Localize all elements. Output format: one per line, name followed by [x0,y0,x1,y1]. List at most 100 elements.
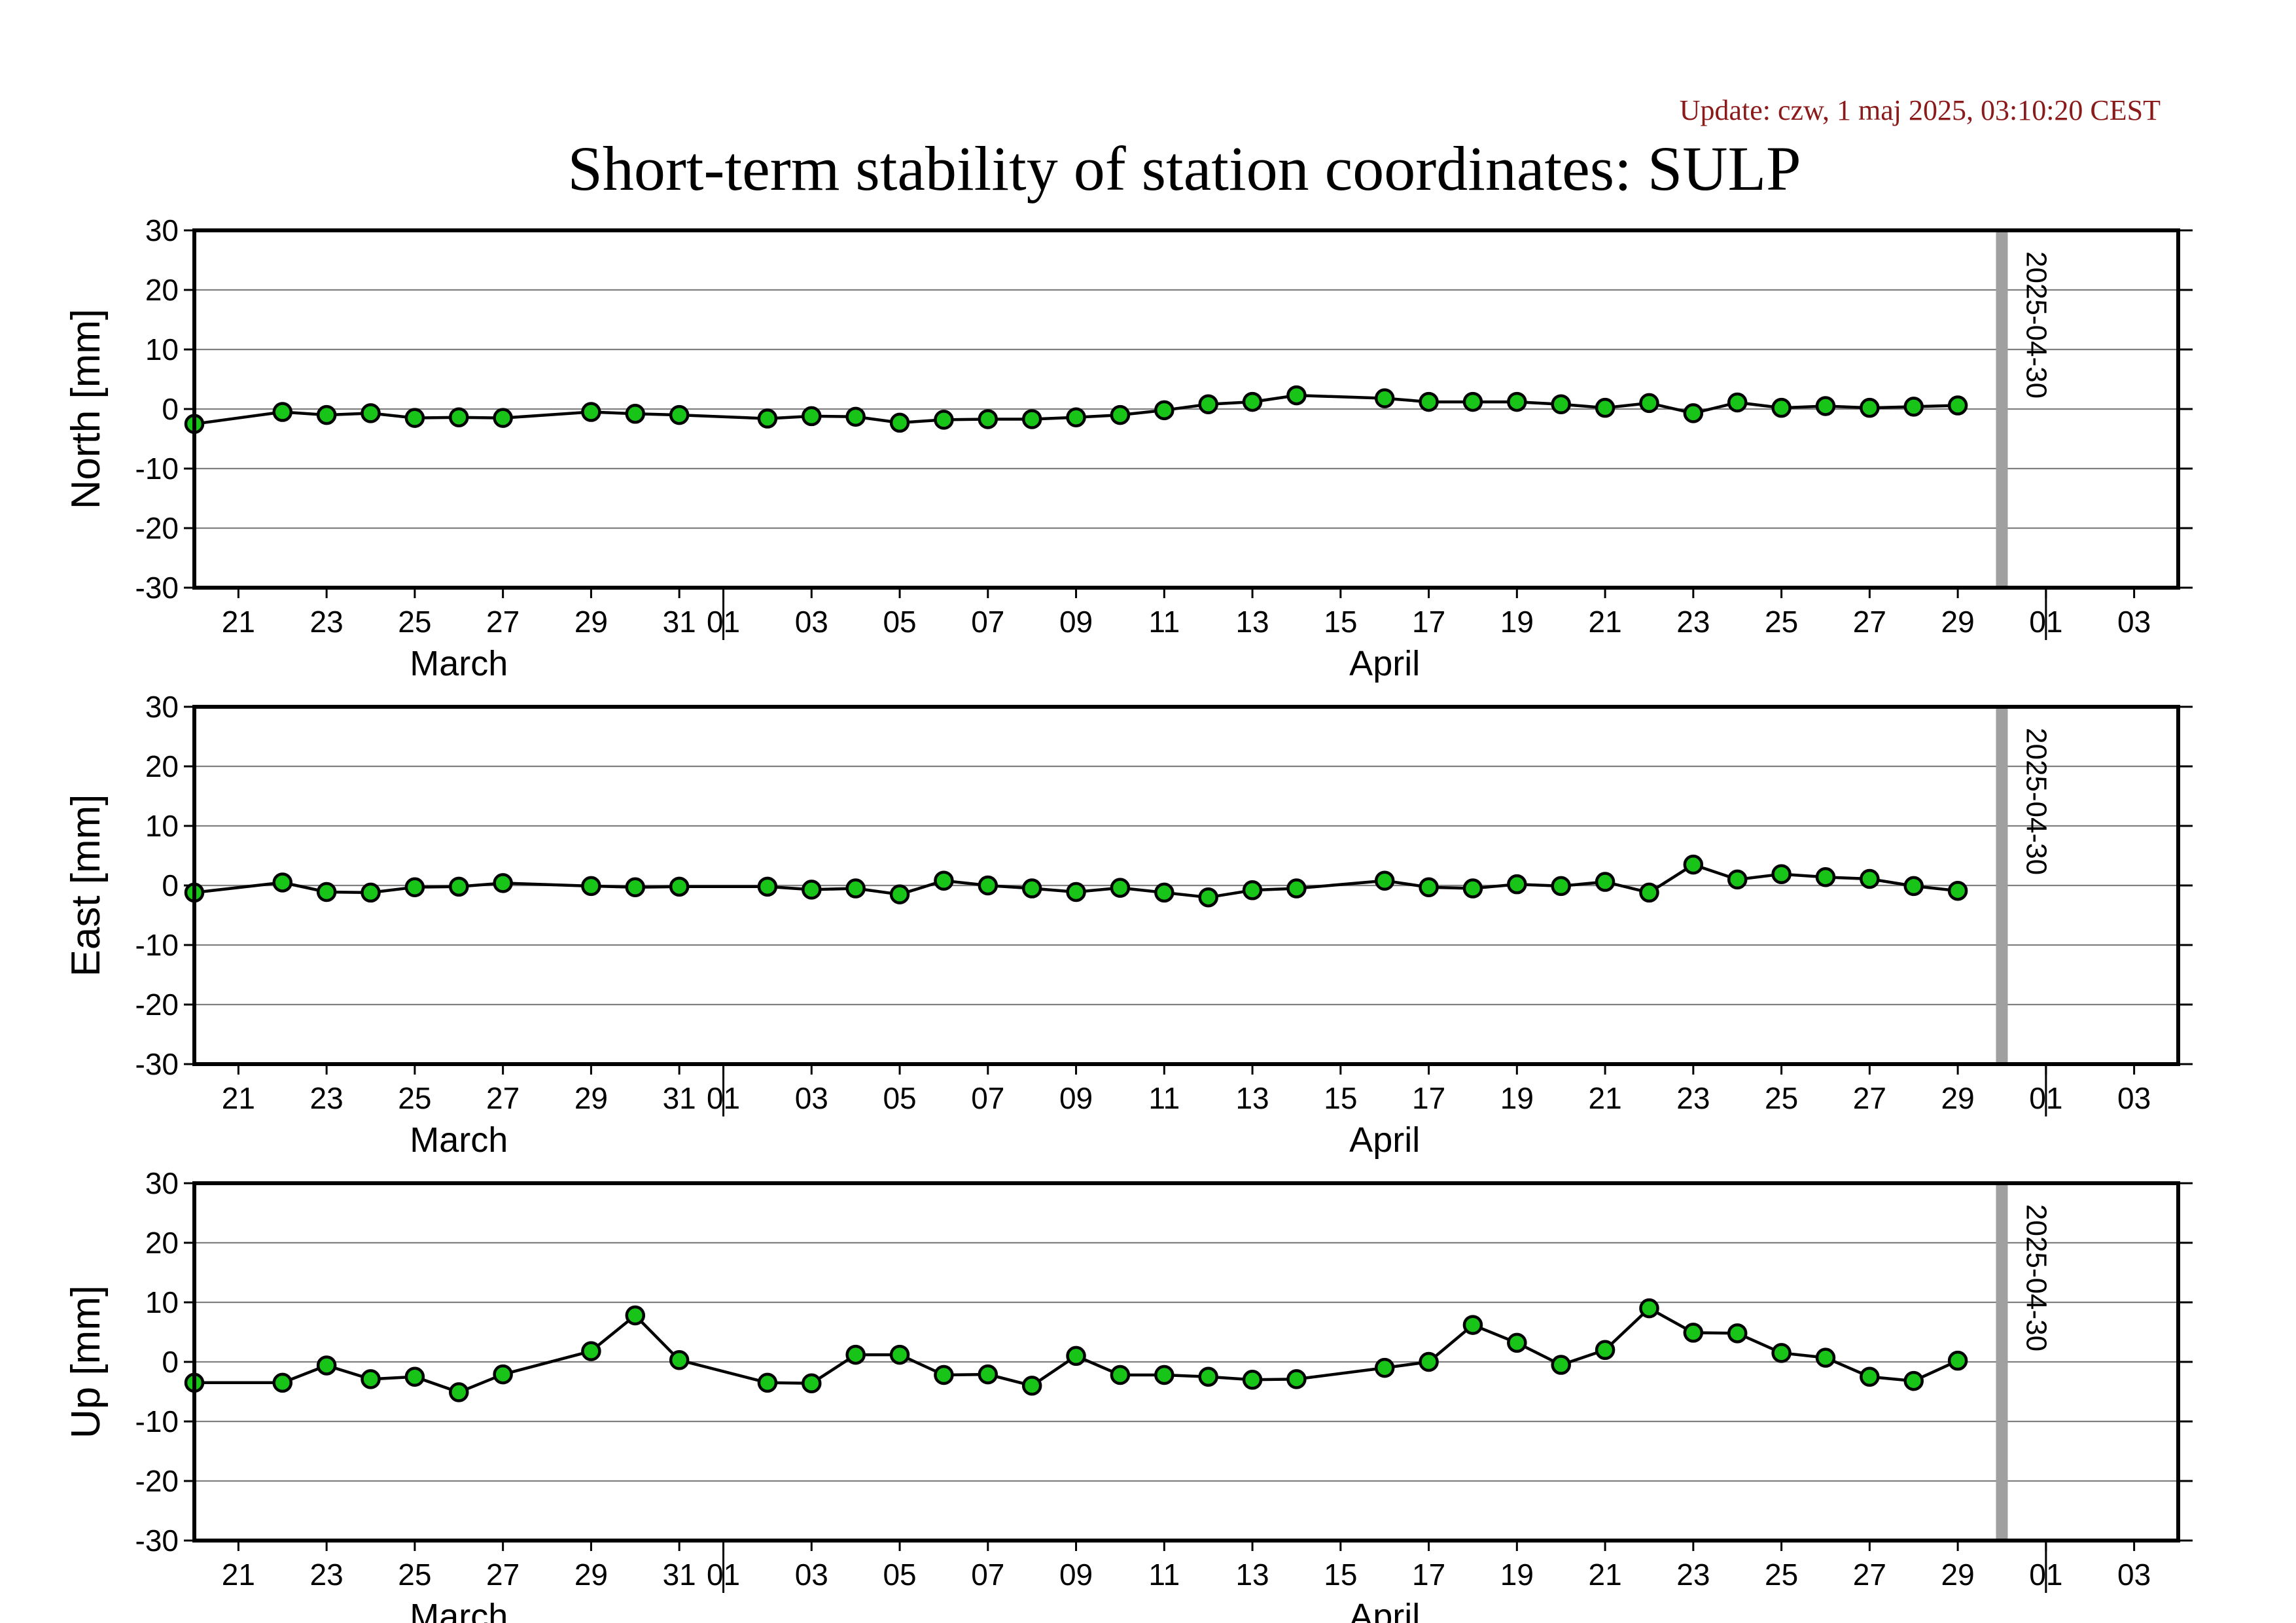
x-tick-label: 25 [398,605,431,639]
data-point [581,402,601,422]
data-point [1154,882,1174,903]
data-point [493,1364,513,1385]
data-point [1286,878,1307,899]
data-point [272,872,293,893]
month-label: March [410,644,508,683]
x-tick-label: 09 [1059,1558,1093,1592]
x-tick-label: 19 [1500,1081,1534,1115]
data-point [1771,864,1792,884]
data-point [1947,880,1968,901]
data-point [1462,878,1483,899]
data-point [272,1372,293,1393]
x-tick-label: 23 [1676,605,1710,639]
x-tick-label: 29 [574,605,608,639]
x-tick-label: 25 [1765,605,1798,639]
x-tick-label: 13 [1235,605,1269,639]
data-point [1242,880,1263,901]
today-marker-label: 2025-04-30 [2020,251,2052,399]
data-point [845,878,866,899]
data-point [757,408,778,429]
plot-frame [192,705,2180,1066]
x-tick-label: 05 [883,605,916,639]
data-point [1154,1364,1174,1385]
x-tick-label: 21 [1589,1081,1622,1115]
x-tick-label: 27 [1853,1081,1886,1115]
x-tick-label: 19 [1500,605,1534,639]
x-tick-label: 23 [310,1081,344,1115]
data-point [404,1366,425,1387]
data-point [802,880,822,900]
data-point [1110,878,1131,898]
data-point [404,408,425,428]
data-point [845,1344,866,1365]
chart-title: Short-term stability of station coordina… [567,134,1801,204]
x-tick-label: 15 [1324,1081,1357,1115]
y-tick-label: 10 [145,1285,179,1319]
x-tick-label: 21 [1589,605,1622,639]
x-tick-label: 11 [1148,1081,1180,1115]
data-point [1374,1357,1395,1378]
data-point [361,403,381,423]
x-tick-label: 03 [795,1558,828,1592]
x-tick-label: 03 [2117,1558,2151,1592]
y-tick-label: 20 [145,273,179,307]
data-point [1066,407,1086,427]
x-tick-label: 21 [1589,1558,1622,1592]
data-point [316,404,337,425]
y-axis-label: East [mm] [63,794,109,976]
x-tick-label: 09 [1059,605,1093,639]
x-tick-label: 25 [1765,1081,1798,1115]
x-tick-label: 27 [486,1081,520,1115]
y-tick-label: 0 [162,1345,179,1379]
y-tick-label: -30 [135,1524,179,1558]
data-point [1021,878,1042,899]
x-tick-label: 21 [222,1558,255,1592]
data-point [669,1350,690,1370]
x-tick-label: 29 [1941,1558,1975,1592]
x-tick-label: 29 [574,1081,608,1115]
data-point [1815,396,1836,416]
data-point [1860,1366,1880,1387]
data-point [1198,394,1218,414]
x-tick-label: 29 [1941,605,1975,639]
data-point [449,876,469,897]
y-tick-label: -10 [135,928,179,962]
data-point [978,409,998,429]
panel-2: 30 20 10 0 -10 -20 -30 Up [mm] 2025-04-30 21 23 25 2… [63,1166,2193,1623]
y-tick-label: 0 [162,868,179,902]
data-point [1947,1350,1968,1371]
data-point [1021,409,1042,429]
data-point [1595,1340,1616,1361]
data-point [581,1341,601,1361]
data-point [1815,1347,1836,1368]
data-point [1595,872,1616,892]
data-point [1551,876,1571,897]
data-point [1066,882,1086,902]
data-point [1727,392,1748,413]
x-tick-label: 25 [398,1081,431,1115]
data-point [1860,868,1880,889]
data-point [1110,404,1131,425]
data-point [1947,395,1968,416]
x-tick-label: 21 [222,1081,255,1115]
x-tick-label: 05 [883,1081,916,1115]
data-point [1286,1369,1307,1389]
today-marker-label: 2025-04-30 [2020,1204,2052,1351]
x-tick-label: 03 [2117,1081,2151,1115]
x-tick-label: 21 [222,605,255,639]
x-tick-label: 27 [486,1558,520,1592]
panel-0: 30 20 10 0 -10 -20 -30 North [mm] 2025-04-30 21 23… [63,213,2193,683]
data-point [1727,1323,1748,1344]
y-axis-label: Up [mm] [63,1285,109,1438]
data-point [625,877,646,897]
data-point [1242,391,1263,412]
x-tick-label: 31 [663,1081,696,1115]
y-tick-label: -30 [135,571,179,605]
y-tick-label: -20 [135,1464,179,1498]
x-tick-label: 25 [398,1558,431,1592]
data-point [316,1355,337,1376]
data-point [1286,385,1307,406]
data-point [361,882,381,903]
